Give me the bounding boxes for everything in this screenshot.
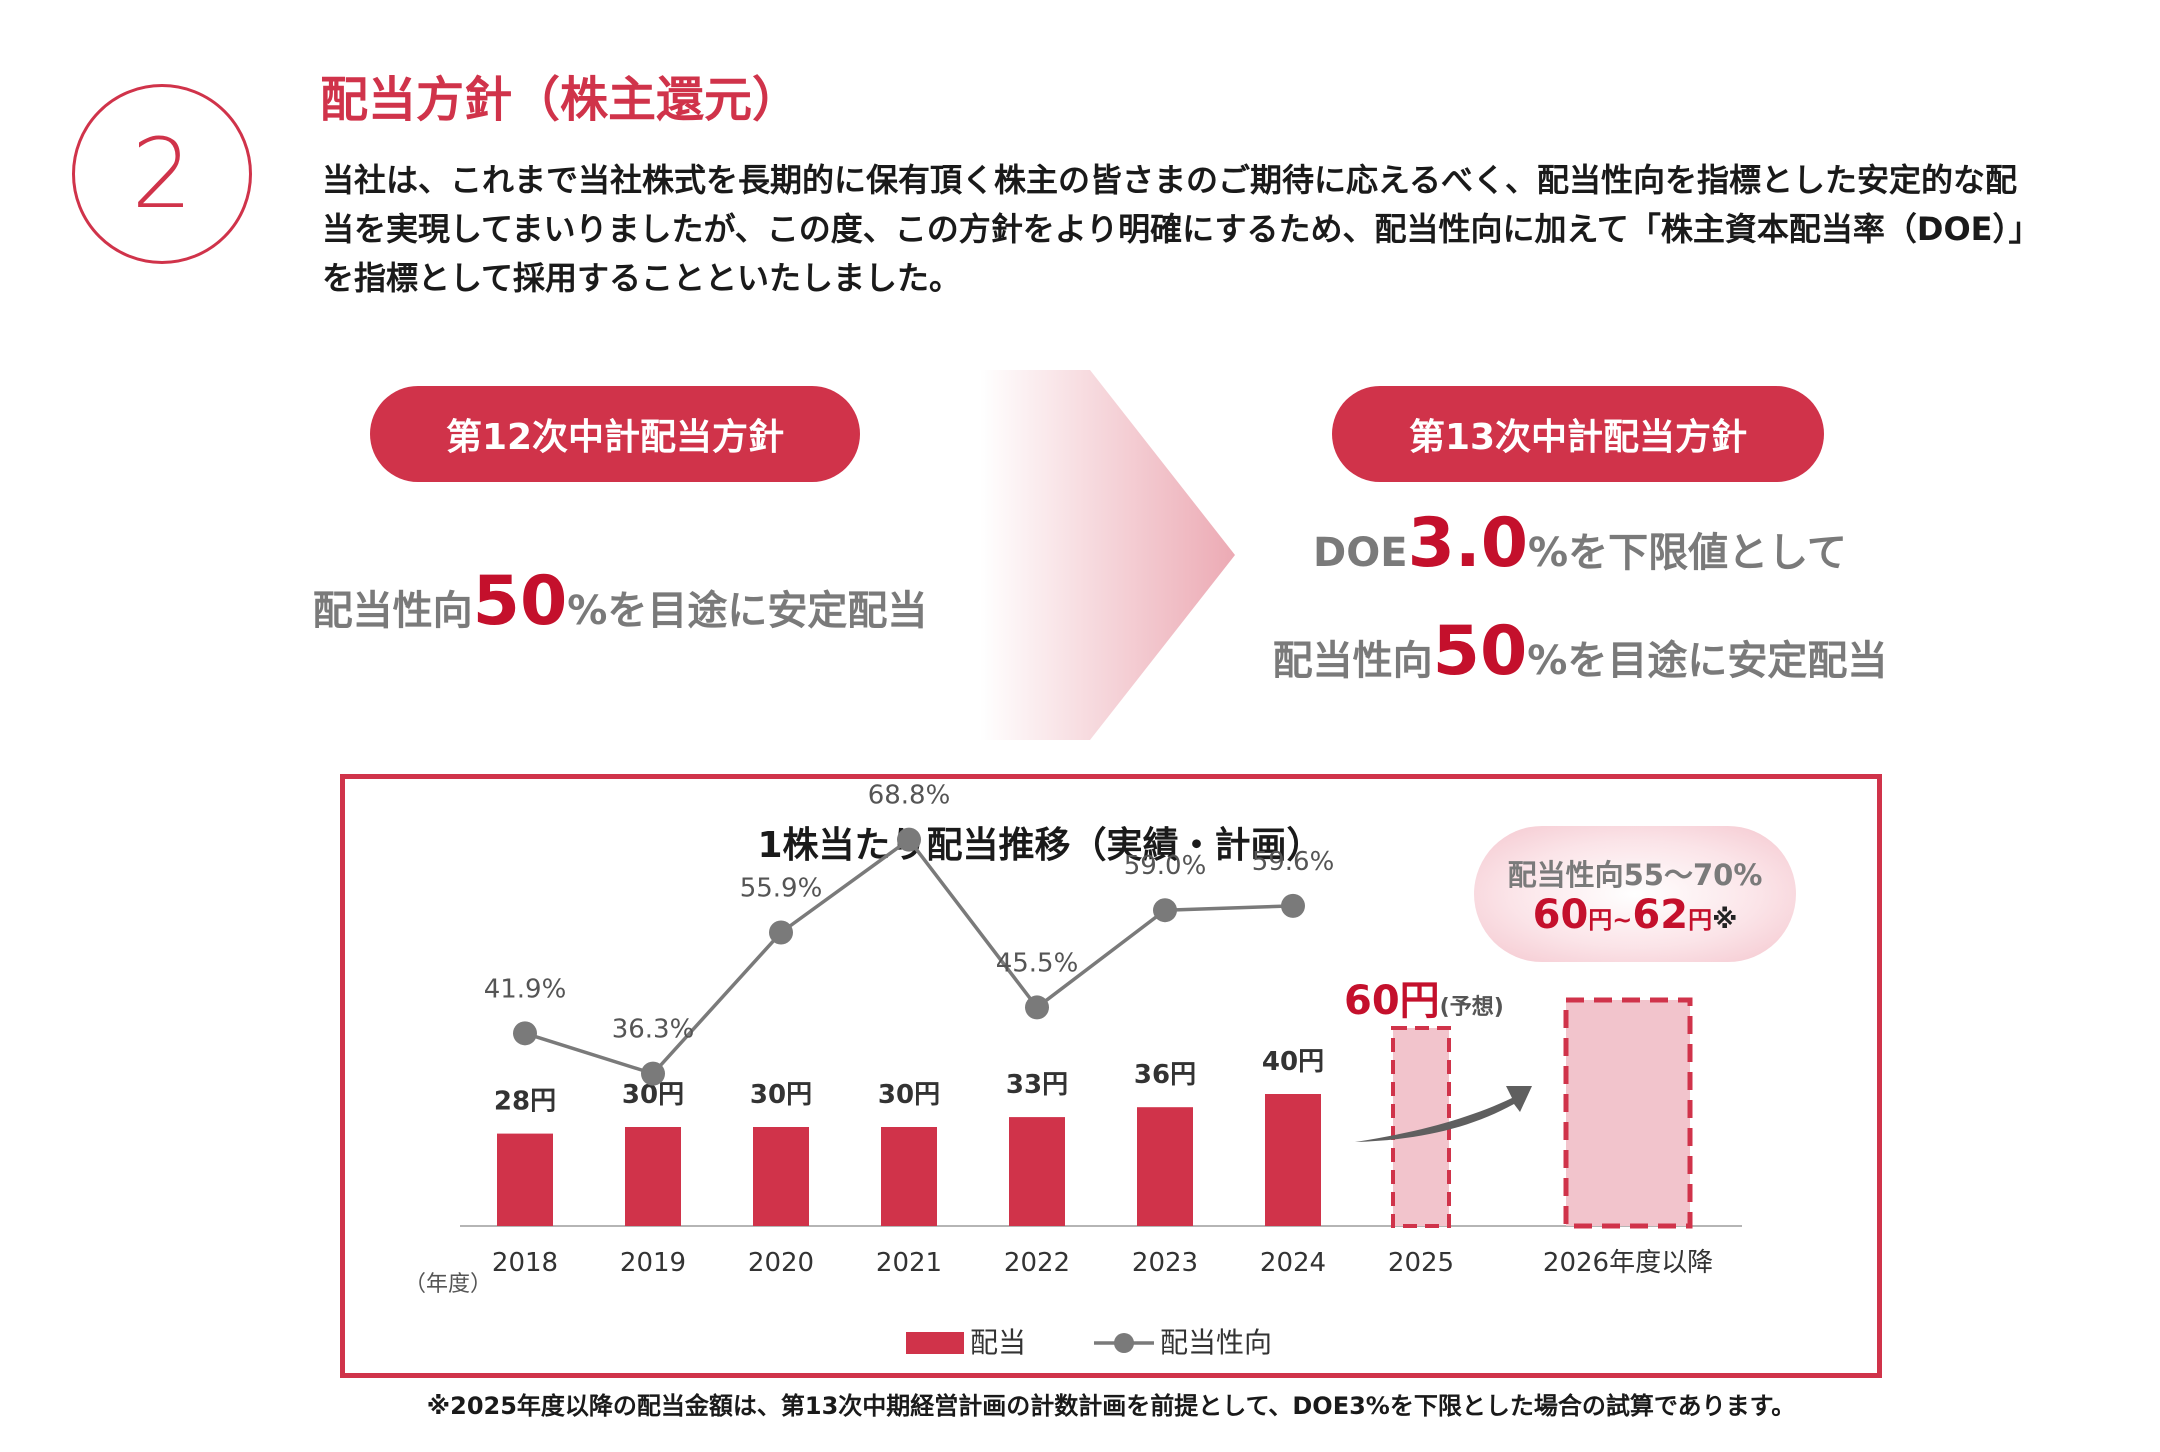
payout-prefix: 配当性向 — [1272, 638, 1433, 684]
plan-note-mark: ※ — [1712, 905, 1738, 935]
bar-2021 — [881, 1127, 937, 1226]
payout-point-2024 — [1281, 893, 1305, 918]
payout-suffix: %を目途に安定配当 — [1527, 638, 1888, 684]
plan-bubble-amount: 60円~62円※ — [1474, 892, 1796, 938]
chart-frame — [340, 774, 1882, 1378]
old-policy-prefix: 配当性向 — [312, 588, 473, 634]
legend-bar-label: 配当 — [970, 1326, 1026, 1359]
old-policy-label: 第12次中計配当方針 — [370, 386, 860, 482]
x-axis-unit: （年度） — [404, 1272, 492, 1297]
bar-2019 — [625, 1127, 681, 1226]
new-policy-line2: 配当性向50%を目途に安定配当 — [1180, 612, 1980, 691]
bar-label-2020: 30円 — [750, 1080, 812, 1110]
payout-label-2024: 59.6% — [1252, 847, 1335, 877]
old-policy-suffix: %を目途に安定配当 — [567, 588, 928, 634]
legend-bar-swatch — [906, 1332, 964, 1354]
bar-2018 — [497, 1133, 553, 1226]
payout-label-2019: 36.3% — [612, 1015, 695, 1045]
x-tick-2025: 2025 — [1388, 1248, 1454, 1278]
bar-label-2018: 28円 — [494, 1087, 556, 1117]
payout-label-2021: 68.8% — [868, 781, 951, 811]
payout-value: 50 — [1432, 612, 1528, 691]
x-tick-2019: 2019 — [620, 1248, 686, 1278]
forecast-value: 60円 — [1344, 978, 1440, 1024]
growth-arrow — [1355, 1086, 1532, 1142]
doe-value: 3.0 — [1407, 504, 1529, 583]
x-tick-2018: 2018 — [492, 1248, 558, 1278]
plan-bubble-ratio: 配当性向55～70% — [1507, 858, 1763, 892]
payout-label-2018: 41.9% — [484, 974, 567, 1004]
plan-high-value: 62 — [1632, 892, 1689, 938]
bar-label-2021: 30円 — [878, 1080, 940, 1110]
plan-range-sep: ~ — [1612, 906, 1633, 934]
bar-2023 — [1137, 1107, 1193, 1226]
intro-text: 当社は、これまで当社株式を長期的に保有頂く株主の皆さまのご期待に応えるべく、配当… — [322, 161, 2041, 297]
section-number-circle — [72, 84, 252, 264]
x-tick-2026年度以降: 2026年度以降 — [1543, 1248, 1713, 1278]
payout-point-2020 — [769, 920, 793, 945]
bar-plan-2026 — [1563, 997, 1693, 1229]
section-number: 2 — [131, 118, 193, 230]
bar-2024 — [1265, 1094, 1321, 1226]
x-tick-2021: 2021 — [876, 1248, 942, 1278]
forecast-2025-label: 60円(予想) — [1344, 968, 1504, 1026]
payout-point-2021 — [897, 827, 921, 852]
legend-line-label: 配当性向 — [1160, 1326, 1272, 1359]
bar-2022 — [1009, 1117, 1065, 1226]
doe-prefix: DOE — [1313, 530, 1408, 576]
bar-label-2023: 36円 — [1134, 1060, 1196, 1090]
payout-point-2019 — [641, 1061, 665, 1086]
payout-label-2020: 55.9% — [740, 874, 823, 904]
x-tick-2024: 2024 — [1260, 1248, 1326, 1278]
plan-bubble — [1474, 826, 1796, 962]
x-tick-2022: 2022 — [1004, 1248, 1070, 1278]
payout-label-2023: 59.0% — [1124, 851, 1207, 881]
x-tick-2023: 2023 — [1132, 1248, 1198, 1278]
legend-line-marker — [1114, 1333, 1134, 1353]
forecast-note: (予想) — [1439, 995, 1504, 1020]
footnote: ※2025年度以降の配当金額は、第13次中期経営計画の計数計画を前提として、DO… — [426, 1392, 1796, 1420]
payout-point-2018 — [513, 1021, 537, 1046]
payout-label-2022: 45.5% — [996, 948, 1079, 978]
old-policy-value: 50 — [472, 562, 568, 641]
bar-label-2022: 33円 — [1006, 1070, 1068, 1100]
bar-2020 — [753, 1127, 809, 1226]
x-tick-2020: 2020 — [748, 1248, 814, 1278]
payout-point-2023 — [1153, 898, 1177, 923]
new-policy-line1: DOE3.0%を下限値として — [1180, 504, 1980, 583]
chart-title: 1株当たり配当推移（実績・計画） — [757, 825, 1323, 866]
doe-suffix: %を下限値として — [1528, 530, 1847, 576]
plan-low-value: 60 — [1532, 892, 1589, 938]
plan-high-unit: 円 — [1688, 906, 1713, 934]
bar-label-2024: 40円 — [1262, 1047, 1324, 1077]
old-policy-text: 配当性向50%を目途に安定配当 — [220, 562, 1020, 641]
payout-point-2022 — [1025, 995, 1049, 1020]
new-policy-label: 第13次中計配当方針 — [1332, 386, 1824, 482]
plan-low-unit: 円 — [1588, 906, 1613, 934]
page-title: 配当方針（株主還元） — [320, 72, 801, 128]
transition-arrow — [980, 370, 1235, 740]
